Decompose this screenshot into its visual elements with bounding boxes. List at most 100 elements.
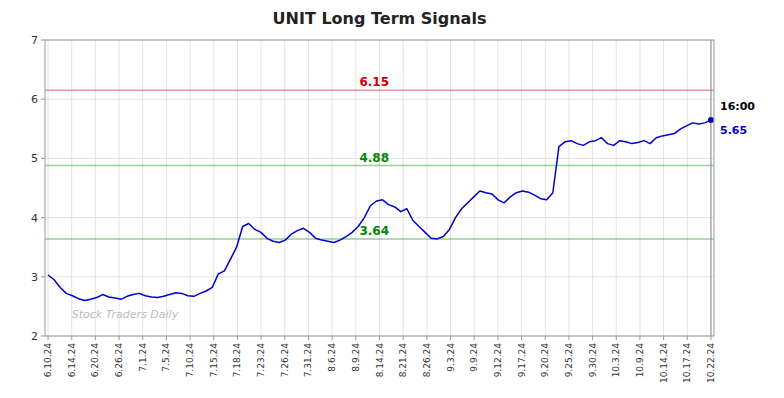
y-tick-label: 7 <box>31 34 38 47</box>
x-tick-label: 9.3.24 <box>446 343 456 372</box>
last-point <box>708 117 714 123</box>
y-tick <box>41 217 45 218</box>
x-tick-label: 7.26.24 <box>280 343 290 378</box>
y-tick-label: 5 <box>31 152 38 165</box>
x-tick <box>426 336 427 340</box>
y-tick <box>41 276 45 277</box>
signal-label: 3.64 <box>359 224 389 238</box>
x-tick-label: 10.9.24 <box>635 343 645 378</box>
x-tick-label: 9.12.24 <box>493 343 503 378</box>
signal-label: 4.88 <box>359 151 389 165</box>
x-tick-label: 10.3.24 <box>611 343 621 378</box>
x-tick-label: 8.9.24 <box>351 343 361 372</box>
grid-line-x <box>545 40 546 336</box>
x-tick-label: 9.9.24 <box>469 343 479 372</box>
x-tick <box>284 336 285 340</box>
grid-line-x <box>710 40 711 336</box>
x-tick-label: 8.14.24 <box>375 343 385 378</box>
grid-line-x <box>166 40 167 336</box>
y-tick <box>41 336 45 337</box>
x-tick <box>474 336 475 340</box>
x-tick <box>48 336 49 340</box>
grid-line-x <box>237 40 238 336</box>
grid-line-x <box>71 40 72 336</box>
x-tick-label: 9.25.24 <box>564 343 574 378</box>
grid-line-x <box>497 40 498 336</box>
x-tick-label: 7.18.24 <box>232 343 242 378</box>
x-tick <box>403 336 404 340</box>
x-tick-label: 10.22.24 <box>706 343 716 383</box>
grid-line-x <box>687 40 688 336</box>
y-tick-label: 6 <box>31 93 38 106</box>
x-tick <box>166 336 167 340</box>
x-tick-label: 7.1.24 <box>138 343 148 372</box>
x-tick-label: 6.10.24 <box>43 343 53 378</box>
y-tick-label: 3 <box>31 271 38 284</box>
x-tick <box>450 336 451 340</box>
grid-line-x <box>450 40 451 336</box>
grid-line-x <box>119 40 120 336</box>
grid-line-x <box>592 40 593 336</box>
signal-line <box>45 90 714 92</box>
grid-line-x <box>616 40 617 336</box>
x-tick <box>261 336 262 340</box>
x-tick <box>497 336 498 340</box>
x-tick <box>355 336 356 340</box>
grid-line-x <box>142 40 143 336</box>
x-tick <box>663 336 664 340</box>
x-tick <box>71 336 72 340</box>
grid-line-x <box>213 40 214 336</box>
x-tick <box>95 336 96 340</box>
x-tick <box>639 336 640 340</box>
x-tick <box>687 336 688 340</box>
y-tick-label: 4 <box>31 212 38 225</box>
x-tick-label: 7.23.24 <box>256 343 266 378</box>
last-time-label: 16:00 <box>720 100 755 113</box>
y-tick-label: 2 <box>31 330 38 343</box>
grid-line-x <box>663 40 664 336</box>
x-tick <box>592 336 593 340</box>
x-tick-label: 9.30.24 <box>588 343 598 378</box>
grid-line-x <box>190 40 191 336</box>
x-tick <box>213 336 214 340</box>
x-tick-label: 6.14.24 <box>67 343 77 378</box>
x-tick-label: 7.10.24 <box>185 343 195 378</box>
x-tick <box>308 336 309 340</box>
price-line <box>48 120 711 301</box>
y-tick <box>41 158 45 159</box>
x-tick <box>119 336 120 340</box>
grid-line-x <box>355 40 356 336</box>
x-tick <box>710 336 711 340</box>
x-tick <box>142 336 143 340</box>
x-tick-label: 6.26.24 <box>114 343 124 378</box>
grid-line-x <box>568 40 569 336</box>
plot-frame <box>45 40 714 336</box>
x-tick <box>545 336 546 340</box>
title: UNIT Long Term Signals <box>273 9 487 28</box>
x-tick <box>568 336 569 340</box>
grid-line-x <box>284 40 285 336</box>
x-tick-label: 8.21.24 <box>398 343 408 378</box>
grid <box>45 40 714 336</box>
x-tick-label: 10.17.24 <box>682 343 692 383</box>
x-tick-label: 9.20.24 <box>540 343 550 378</box>
grid-line-x <box>48 40 49 336</box>
signal-line <box>45 238 714 240</box>
chart: UNIT Long Term SignalsStock Traders Dail… <box>0 0 784 398</box>
x-tick-label: 8.6.24 <box>327 343 337 372</box>
x-tick-label: 7.5.24 <box>161 343 171 372</box>
last-time-line <box>710 40 711 336</box>
grid-line-x <box>474 40 475 336</box>
x-tick-label: 9.17.24 <box>517 343 527 378</box>
grid-line-x <box>95 40 96 336</box>
x-tick <box>521 336 522 340</box>
x-tick-label: 10.14.24 <box>659 343 669 383</box>
grid-line-x <box>426 40 427 336</box>
grid-line-x <box>403 40 404 336</box>
grid-line-x <box>332 40 333 336</box>
y-tick <box>41 40 45 41</box>
grid-line-x <box>261 40 262 336</box>
grid-line-x <box>521 40 522 336</box>
grid-line-x <box>639 40 640 336</box>
x-tick-label: 7.31.24 <box>303 343 313 378</box>
